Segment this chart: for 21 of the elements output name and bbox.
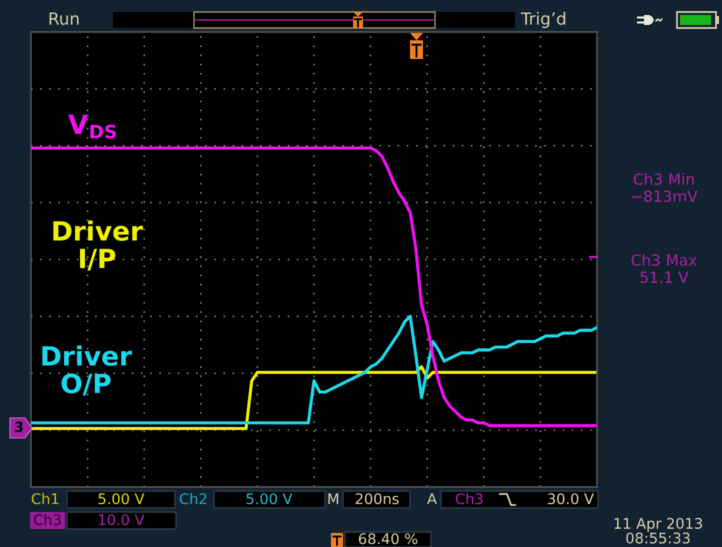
text: Ch3 [34,514,61,526]
series-label: Driver O/P [42,345,132,396]
text: 5.00 V [246,493,292,504]
text: A [427,493,437,504]
text: 10.0 V [99,514,144,526]
text: Driver I/P [53,220,143,271]
text: Run [50,12,79,25]
text: Ch2 [180,492,206,504]
series-label: V$_{DS}$ [68,114,116,139]
text: Ch3 [456,492,483,504]
text: 3 [15,422,23,432]
text: 68.40 % [358,533,418,544]
text: 5.00 V [98,493,144,504]
text: Trig’d [520,12,566,28]
text: Ch3 Min −813mV [632,173,698,202]
text: 200ns [356,493,399,504]
text: 30.0 V [548,493,594,504]
text: Ch1 [32,492,58,504]
text: Ch3 Max 51.1 V [632,254,697,283]
text: M [328,493,338,504]
text: 11 Apr 2013 08:55:33 [614,518,702,544]
